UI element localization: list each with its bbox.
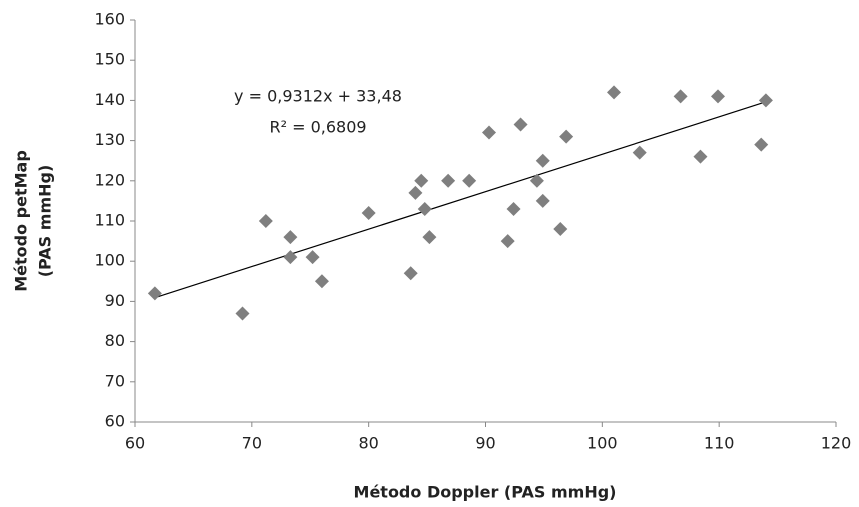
- data-point: [758, 93, 773, 108]
- data-point: [607, 85, 622, 100]
- data-point: [258, 214, 273, 228]
- y-tick-label: 140: [94, 90, 125, 109]
- x-tick-label: 90: [475, 434, 495, 453]
- y-tick-label: 80: [105, 331, 125, 350]
- data-point: [632, 145, 647, 160]
- data-point: [506, 201, 521, 216]
- data-point: [559, 129, 574, 144]
- data-point: [553, 222, 568, 237]
- data-point: [535, 153, 550, 168]
- data-point: [513, 117, 528, 132]
- data-point: [414, 173, 429, 188]
- data-point: [482, 125, 497, 140]
- data-point: [403, 266, 418, 281]
- data-point: [693, 149, 708, 164]
- x-tick-label: 70: [242, 434, 262, 453]
- data-point: [441, 173, 456, 188]
- data-point: [305, 250, 320, 265]
- data-point: [147, 286, 162, 301]
- data-point: [283, 230, 298, 245]
- data-point: [462, 173, 477, 188]
- data-point: [417, 201, 432, 216]
- trendline: [154, 101, 767, 299]
- x-tick-label: 100: [587, 434, 618, 453]
- y-tick-label: 70: [105, 371, 125, 390]
- r-squared: R² = 0,6809: [269, 118, 366, 137]
- y-tick-label: 120: [94, 170, 125, 189]
- x-tick-label: 110: [704, 434, 735, 453]
- y-tick-label: 60: [105, 412, 125, 431]
- data-point: [408, 185, 423, 200]
- data-point: [754, 137, 769, 152]
- y-tick-label: 160: [94, 10, 125, 29]
- x-tick-label: 60: [125, 434, 145, 453]
- data-point: [235, 306, 250, 321]
- x-axis-title: Método Doppler (PAS mmHg): [354, 483, 617, 502]
- data-point: [535, 193, 550, 208]
- data-point: [529, 173, 544, 188]
- data-point: [500, 234, 515, 249]
- y-tick-label: 100: [94, 251, 125, 270]
- data-point: [283, 250, 298, 265]
- y-tick-label: 130: [94, 130, 125, 149]
- x-tick-label: 120: [821, 434, 852, 453]
- y-tick-label: 150: [94, 50, 125, 69]
- data-point: [422, 230, 437, 245]
- data-point: [314, 274, 329, 289]
- y-axis-title: Método petMap: [12, 150, 31, 292]
- data-point: [361, 205, 376, 220]
- trend-equation: y = 0,9312x + 33,48: [234, 87, 402, 106]
- y-axis-title: (PAS mmHg): [36, 165, 55, 278]
- y-tick-label: 90: [105, 291, 125, 310]
- x-tick-label: 80: [358, 434, 378, 453]
- data-point: [710, 89, 725, 104]
- data-point: [673, 89, 688, 104]
- y-tick-label: 110: [94, 211, 125, 230]
